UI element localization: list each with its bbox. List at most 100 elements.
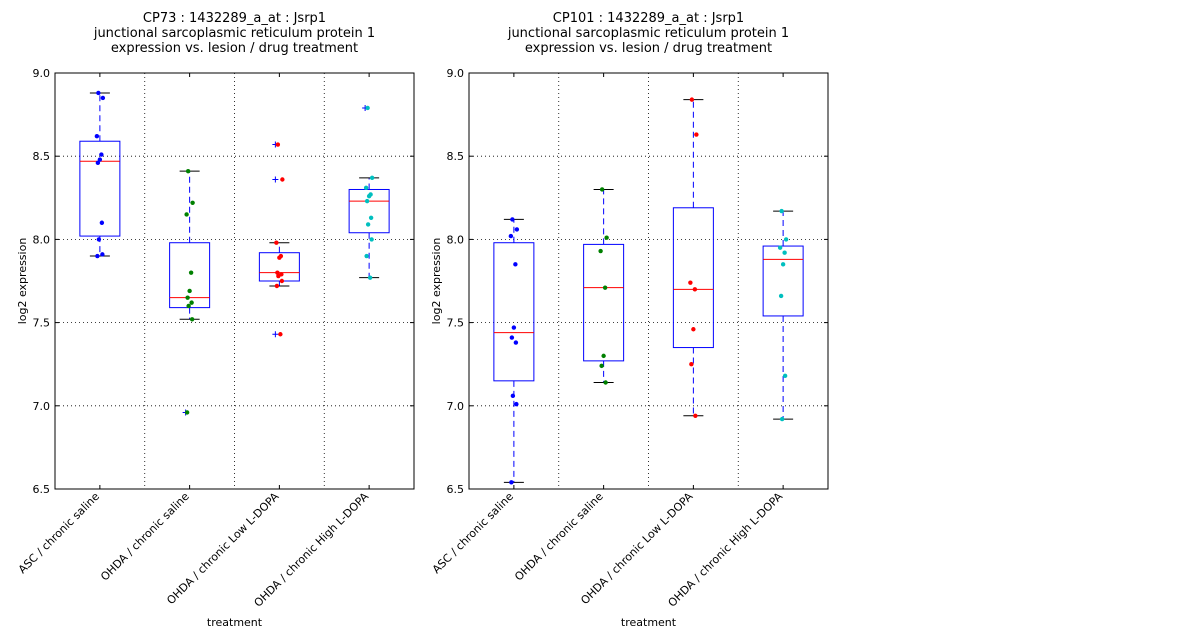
data-point (189, 300, 194, 305)
data-point (599, 187, 605, 192)
chart-title-line: junctional sarcoplasmic reticulum protei… (507, 26, 789, 41)
data-point (782, 250, 787, 255)
data-point (186, 303, 191, 309)
data-point (365, 105, 370, 111)
data-point (688, 280, 693, 285)
data-point (510, 393, 516, 399)
data-point (513, 340, 519, 345)
data-point (693, 413, 698, 418)
x-category-label: OHDA / chronic saline (512, 490, 606, 584)
data-point (692, 287, 698, 292)
data-point (598, 248, 603, 254)
data-point (97, 157, 103, 162)
data-point (366, 193, 372, 199)
x-axis-label: treatment (621, 616, 677, 629)
data-point (190, 200, 195, 205)
x-category-label: ASC / chronic saline (16, 490, 102, 576)
chart-title-line: junctional sarcoplasmic reticulum protei… (93, 26, 375, 41)
data-point (599, 363, 604, 369)
data-point (601, 353, 606, 359)
data-point (189, 317, 195, 322)
y-axis-label: log2 expression (16, 238, 29, 325)
box-flier (272, 331, 279, 338)
data-point (364, 253, 369, 259)
chart-title-line: expression vs. lesion / drug treatment (111, 41, 358, 56)
data-point (689, 362, 694, 367)
data-point (99, 152, 104, 157)
data-point (509, 480, 514, 485)
y-tick-label: 7.0 (33, 400, 51, 413)
x-axis-label: treatment (207, 616, 263, 629)
y-tick-label: 8.0 (33, 233, 51, 246)
data-point (187, 288, 192, 294)
data-point (694, 132, 699, 137)
chart-title-line: CP101 : 1432289_a_at : Jsrp1 (553, 11, 744, 26)
data-point (95, 253, 100, 259)
y-tick-label: 9.0 (33, 67, 51, 80)
y-tick-label: 7.0 (447, 400, 465, 413)
axes-frame (54, 72, 415, 490)
box-iqr (79, 140, 121, 237)
data-point (509, 335, 515, 340)
data-point (777, 245, 783, 250)
data-point (275, 142, 281, 147)
y-tick-label: 7.5 (447, 317, 465, 330)
data-point (96, 90, 101, 96)
y-tick-label: 6.5 (447, 483, 465, 496)
chart-title-line: expression vs. lesion / drug treatment (525, 41, 772, 56)
data-point (274, 240, 279, 245)
box-iqr (583, 243, 625, 362)
y-axis-label: log2 expression (430, 238, 443, 325)
data-point (780, 262, 786, 267)
data-point (514, 227, 520, 232)
y-tick-label: 8.0 (447, 233, 465, 246)
data-point (363, 185, 369, 191)
data-point (364, 198, 370, 204)
data-point (280, 177, 285, 182)
data-point (100, 95, 106, 101)
y-tick-label: 8.5 (33, 150, 51, 163)
data-point (508, 233, 514, 239)
box-iqr (348, 188, 390, 234)
box-iqr (672, 207, 714, 349)
y-tick-label: 8.5 (447, 150, 465, 163)
data-point (277, 255, 282, 260)
y-tick-label: 9.0 (447, 67, 465, 80)
data-point (602, 285, 608, 290)
data-point (99, 220, 105, 225)
data-point (513, 262, 518, 267)
data-point (511, 325, 517, 330)
data-point (279, 278, 285, 284)
data-point (185, 295, 190, 300)
data-point (368, 215, 374, 220)
data-point (96, 237, 102, 242)
data-point (95, 160, 101, 166)
data-point (779, 208, 784, 214)
data-point (689, 97, 695, 102)
y-tick-label: 7.5 (33, 317, 51, 330)
data-point (691, 327, 696, 332)
data-point (369, 175, 375, 181)
data-point (510, 217, 515, 222)
data-point (275, 270, 280, 275)
data-point (185, 168, 191, 174)
data-point (184, 410, 190, 415)
data-point (782, 373, 788, 379)
data-point (100, 252, 105, 257)
data-point (369, 237, 374, 242)
data-point (779, 416, 785, 422)
y-tick-label: 6.5 (33, 483, 51, 496)
data-point (603, 380, 608, 385)
chart-title-line: CP73 : 1432289_a_at : Jsrp1 (143, 11, 326, 26)
data-point (778, 293, 784, 299)
axes-frame (468, 72, 829, 490)
data-point (276, 273, 281, 279)
data-point (367, 275, 373, 280)
box-iqr (762, 245, 804, 317)
data-point (274, 283, 280, 289)
x-category-label: ASC / chronic saline (430, 490, 516, 576)
data-point (188, 270, 194, 275)
data-point (278, 332, 283, 337)
